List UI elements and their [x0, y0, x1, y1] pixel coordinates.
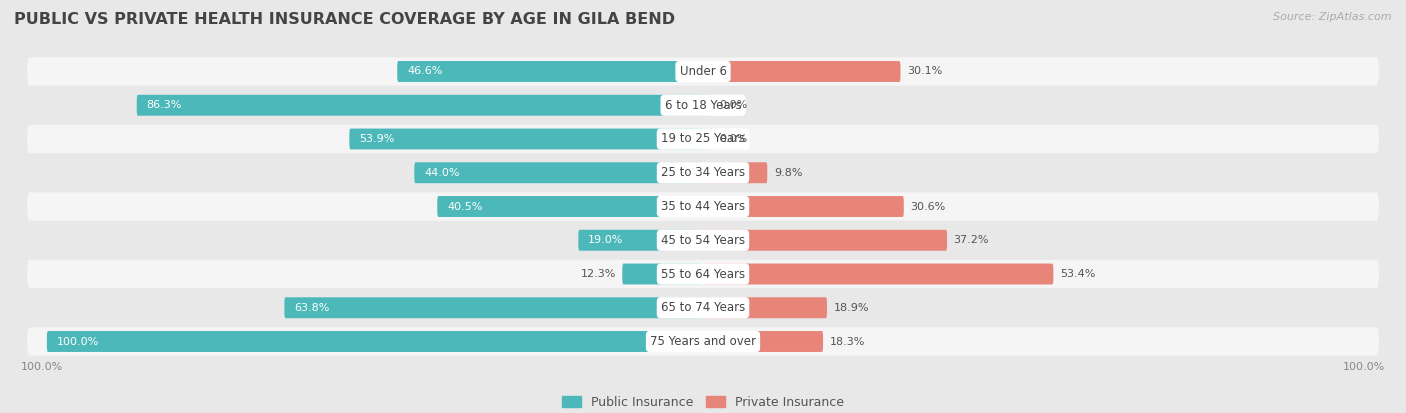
FancyBboxPatch shape [703, 95, 713, 116]
Text: Source: ZipAtlas.com: Source: ZipAtlas.com [1274, 12, 1392, 22]
FancyBboxPatch shape [27, 260, 1379, 288]
Text: 45 to 54 Years: 45 to 54 Years [661, 234, 745, 247]
Text: 55 to 64 Years: 55 to 64 Years [661, 268, 745, 280]
Text: 0.0%: 0.0% [720, 100, 748, 110]
FancyBboxPatch shape [27, 159, 1379, 187]
Text: 53.4%: 53.4% [1060, 269, 1095, 279]
Text: 40.5%: 40.5% [447, 202, 482, 211]
FancyBboxPatch shape [703, 297, 827, 318]
FancyBboxPatch shape [578, 230, 703, 251]
Text: 100.0%: 100.0% [1343, 363, 1385, 373]
Text: 12.3%: 12.3% [581, 269, 616, 279]
Text: 18.9%: 18.9% [834, 303, 869, 313]
FancyBboxPatch shape [415, 162, 703, 183]
Text: 86.3%: 86.3% [146, 100, 181, 110]
Text: 18.3%: 18.3% [830, 337, 865, 347]
FancyBboxPatch shape [703, 331, 823, 352]
Text: 19.0%: 19.0% [588, 235, 623, 245]
Text: 30.6%: 30.6% [910, 202, 946, 211]
FancyBboxPatch shape [398, 61, 703, 82]
Legend: Public Insurance, Private Insurance: Public Insurance, Private Insurance [557, 391, 849, 413]
FancyBboxPatch shape [136, 95, 703, 116]
FancyBboxPatch shape [703, 162, 768, 183]
FancyBboxPatch shape [27, 294, 1379, 322]
Text: 63.8%: 63.8% [294, 303, 329, 313]
Text: Under 6: Under 6 [679, 65, 727, 78]
FancyBboxPatch shape [27, 91, 1379, 119]
Text: 75 Years and over: 75 Years and over [650, 335, 756, 348]
Text: 19 to 25 Years: 19 to 25 Years [661, 133, 745, 145]
Text: 6 to 18 Years: 6 to 18 Years [665, 99, 741, 112]
FancyBboxPatch shape [703, 263, 1053, 285]
Text: 9.8%: 9.8% [773, 168, 803, 178]
FancyBboxPatch shape [27, 57, 1379, 85]
FancyBboxPatch shape [703, 196, 904, 217]
FancyBboxPatch shape [623, 263, 703, 285]
FancyBboxPatch shape [703, 128, 713, 150]
Text: 44.0%: 44.0% [425, 168, 460, 178]
FancyBboxPatch shape [349, 128, 703, 150]
Text: 100.0%: 100.0% [21, 363, 63, 373]
Text: 46.6%: 46.6% [408, 66, 443, 76]
FancyBboxPatch shape [437, 196, 703, 217]
FancyBboxPatch shape [27, 328, 1379, 356]
Text: 100.0%: 100.0% [56, 337, 98, 347]
FancyBboxPatch shape [46, 331, 703, 352]
FancyBboxPatch shape [27, 192, 1379, 221]
Text: 30.1%: 30.1% [907, 66, 942, 76]
Text: 65 to 74 Years: 65 to 74 Years [661, 301, 745, 314]
Text: 53.9%: 53.9% [359, 134, 395, 144]
Text: 37.2%: 37.2% [953, 235, 990, 245]
Text: PUBLIC VS PRIVATE HEALTH INSURANCE COVERAGE BY AGE IN GILA BEND: PUBLIC VS PRIVATE HEALTH INSURANCE COVER… [14, 12, 675, 27]
FancyBboxPatch shape [27, 125, 1379, 153]
Text: 35 to 44 Years: 35 to 44 Years [661, 200, 745, 213]
Text: 25 to 34 Years: 25 to 34 Years [661, 166, 745, 179]
FancyBboxPatch shape [703, 61, 900, 82]
FancyBboxPatch shape [284, 297, 703, 318]
Text: 0.0%: 0.0% [720, 134, 748, 144]
FancyBboxPatch shape [27, 226, 1379, 254]
FancyBboxPatch shape [703, 230, 948, 251]
